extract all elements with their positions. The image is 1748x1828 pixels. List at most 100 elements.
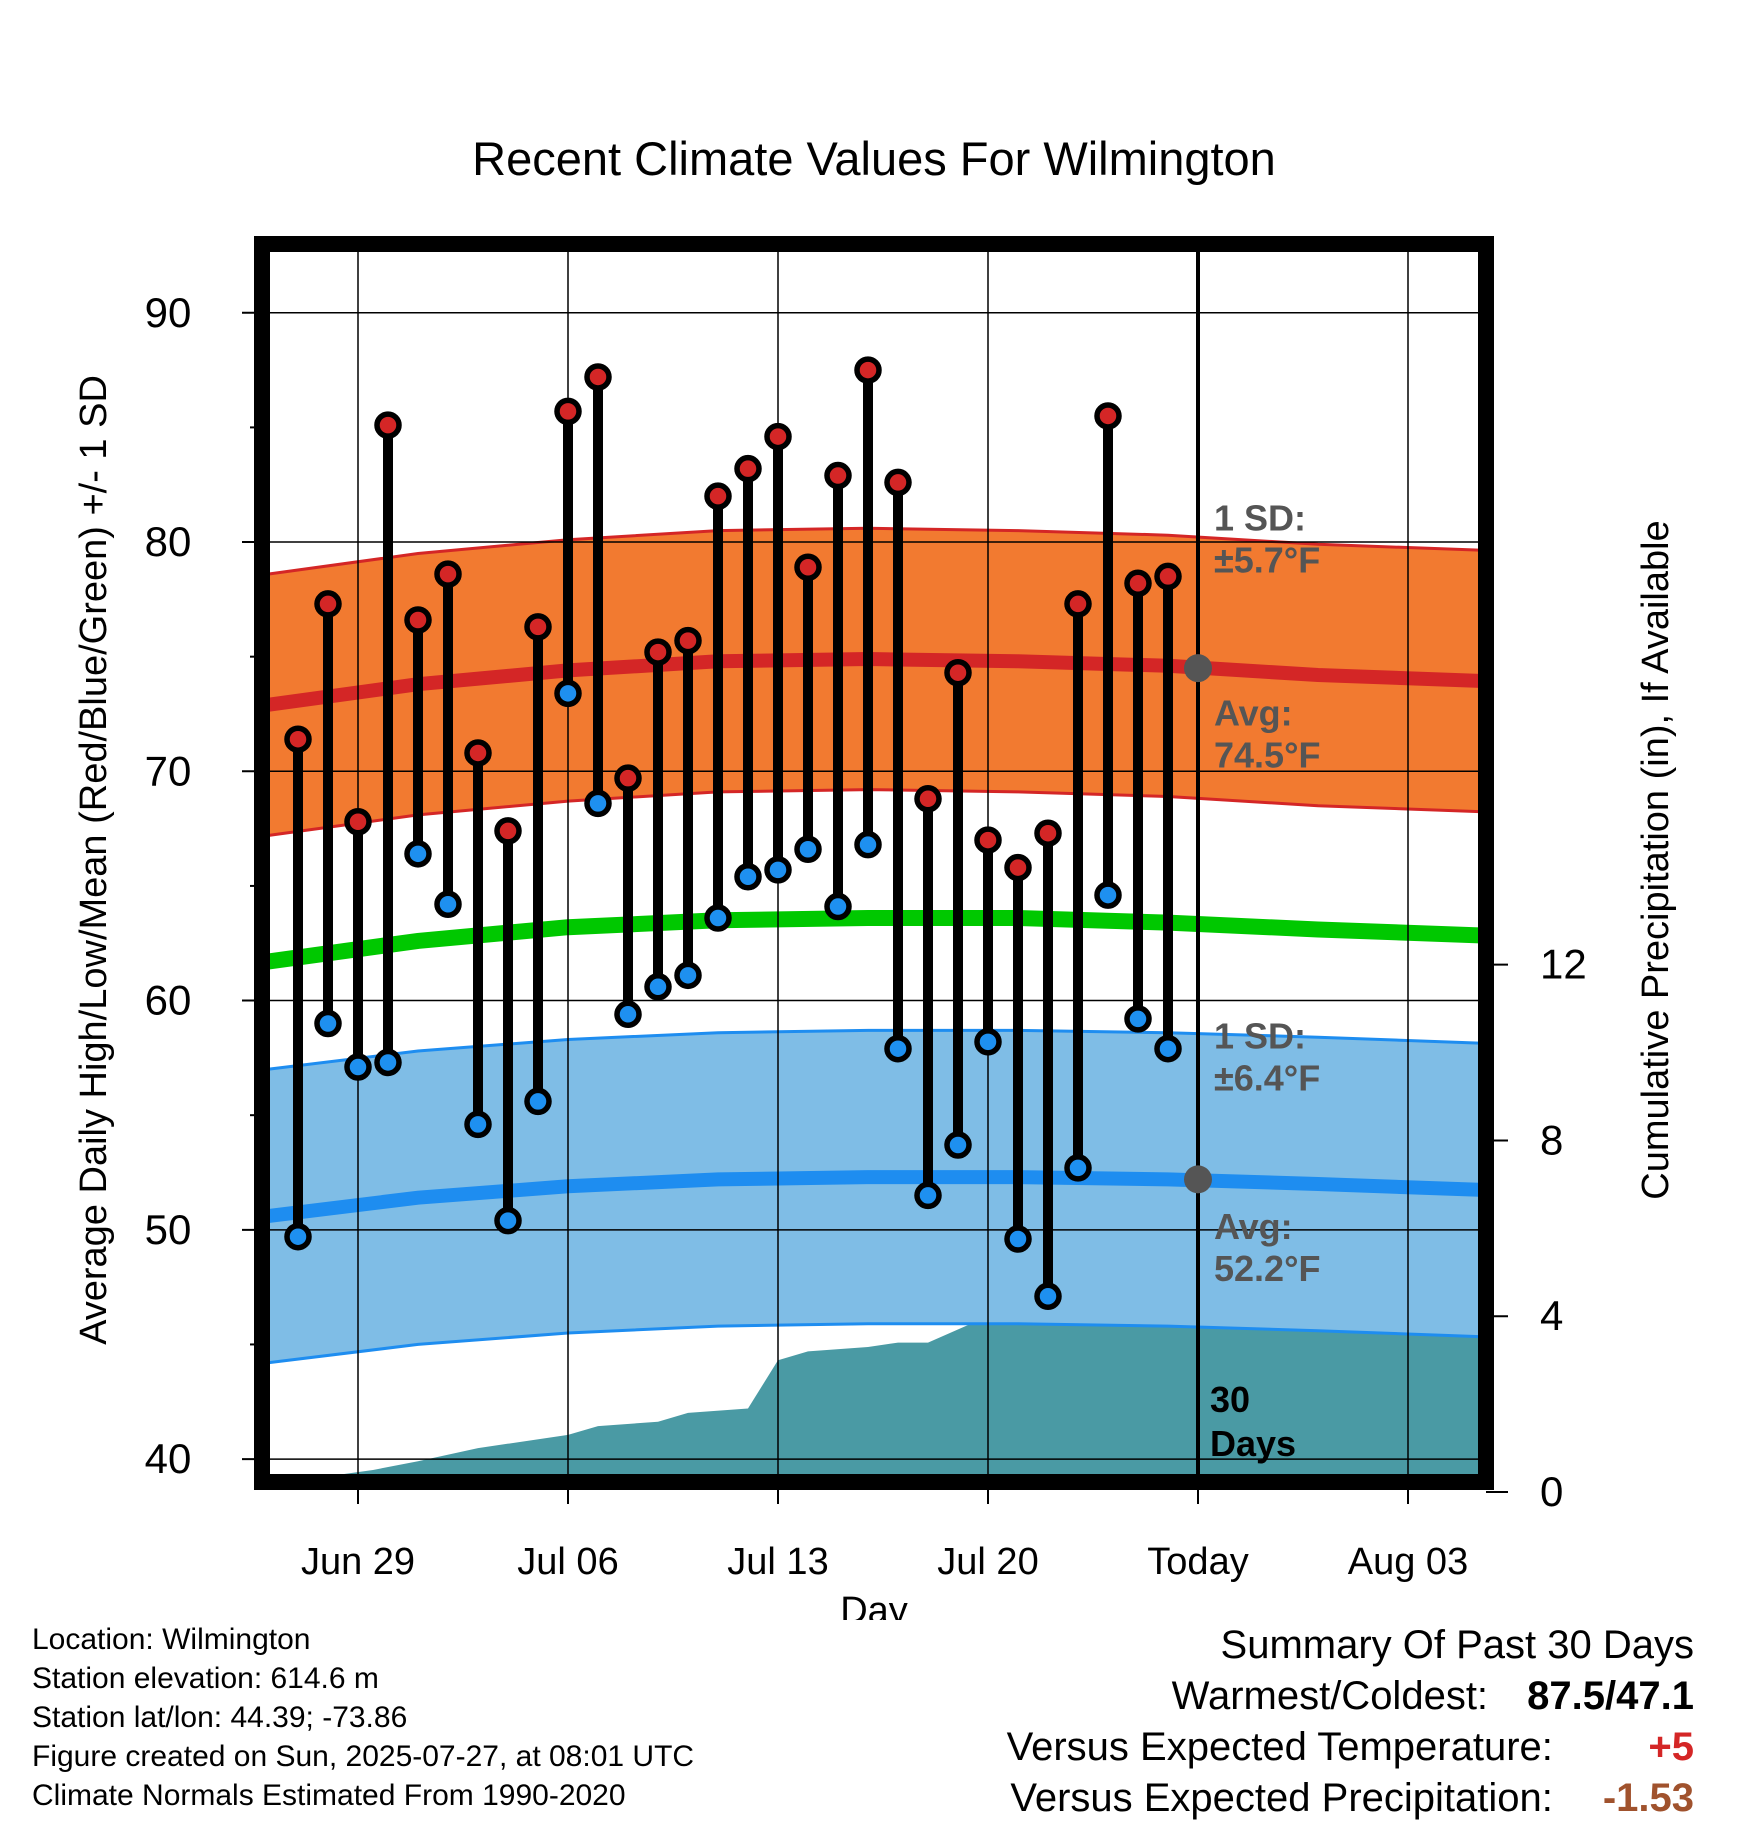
low-sd-upper-line xyxy=(267,1028,1486,1071)
daily-high-point xyxy=(944,658,972,687)
x-axis-label: Day xyxy=(840,1590,908,1620)
low-avg-annotation: 52.2°F xyxy=(1214,1248,1320,1289)
daily-high-point xyxy=(374,411,402,439)
daily-low-point xyxy=(344,1053,372,1081)
daily-low-point xyxy=(674,961,702,990)
daily-low-point xyxy=(1034,1282,1062,1311)
daily-low-point xyxy=(914,1181,942,1210)
warm-cold-label: Warmest/Coldest: xyxy=(1171,1674,1489,1718)
high-sd-annotation: ±5.7°F xyxy=(1214,540,1320,581)
today-low-avg-marker xyxy=(1184,1165,1212,1194)
temp-label: Versus Expected Temperature: xyxy=(1006,1725,1553,1769)
precip-label: Versus Expected Precipitation: xyxy=(1010,1776,1553,1820)
daily-high-point xyxy=(314,590,342,618)
elevation-text: Station elevation: 614.6 m xyxy=(32,1662,379,1695)
daily-low-point xyxy=(794,835,822,863)
daily-high-point xyxy=(764,422,792,451)
summary-panel: Summary Of Past 30 Days Warmest/Coldest:… xyxy=(1007,1620,1694,1824)
high-avg-annotation: Avg: xyxy=(1214,692,1293,733)
y-tick-label: 40 xyxy=(145,1435,192,1482)
daily-low-point xyxy=(464,1110,492,1139)
y2-tick-label: 8 xyxy=(1540,1116,1563,1163)
y2-tick-label: 4 xyxy=(1540,1292,1563,1339)
daily-high-point xyxy=(1034,819,1062,847)
daily-high-point xyxy=(1094,402,1122,430)
chart-title: Recent Climate Values For Wilmington xyxy=(472,132,1276,185)
x-tick-label: Jul 13 xyxy=(727,1541,828,1583)
daily-low-point xyxy=(554,679,582,708)
y-tick-label: 60 xyxy=(145,977,192,1024)
daily-high-point xyxy=(854,356,882,384)
created-text: Figure created on Sun, 2025-07-27, at 08… xyxy=(32,1740,695,1773)
daily-high-point xyxy=(284,725,312,753)
x-tick-label: Jul 06 xyxy=(517,1541,618,1583)
summary-title: Summary Of Past 30 Days xyxy=(1220,1623,1694,1667)
daily-low-point xyxy=(1154,1034,1182,1063)
daily-low-point xyxy=(494,1206,522,1235)
high-avg-annotation: 74.5°F xyxy=(1214,734,1320,775)
daily-low-point xyxy=(284,1222,312,1251)
low-sd-band xyxy=(268,1030,1486,1363)
y2-tick-label: 12 xyxy=(1540,941,1587,988)
daily-high-point xyxy=(794,553,822,582)
y-tick-label: 50 xyxy=(145,1206,192,1253)
daily-low-point xyxy=(884,1034,912,1063)
daily-high-point xyxy=(704,482,732,510)
warm-cold-row: Warmest/Coldest: 87.5/47.1 xyxy=(1007,1671,1694,1722)
normal-mean-line xyxy=(266,910,1486,970)
x-tick-label: Jul 20 xyxy=(937,1541,1038,1583)
high-sd-annotation: 1 SD: xyxy=(1214,498,1306,539)
daily-low-point xyxy=(614,1000,642,1029)
latlon-text: Station lat/lon: 44.39; -73.86 xyxy=(32,1701,408,1734)
y-axis-label: Average Daily High/Low/Mean (Red/Blue/Gr… xyxy=(73,375,115,1345)
y2-tick-label: 0 xyxy=(1540,1468,1563,1515)
low-sd-annotation: 1 SD: xyxy=(1214,1016,1306,1057)
daily-high-point xyxy=(554,397,582,426)
y2-axis-label: Cumulative Precipitation (in), If Availa… xyxy=(1635,520,1677,1199)
warm-cold-value: 87.5/47.1 xyxy=(1527,1674,1694,1718)
daily-low-point xyxy=(1004,1225,1032,1253)
daily-high-point xyxy=(824,461,852,490)
precip-area xyxy=(299,1298,1486,1482)
precip-value: -1.53 xyxy=(1602,1776,1694,1820)
daily-low-point xyxy=(854,830,882,859)
y-tick-label: 70 xyxy=(145,747,192,794)
y-tick-label: 80 xyxy=(145,518,192,565)
daily-high-point xyxy=(344,807,372,836)
today-high-avg-marker xyxy=(1184,654,1212,683)
y-tick-label: 90 xyxy=(145,289,192,336)
daily-high-point xyxy=(644,638,672,666)
daily-high-point xyxy=(734,454,762,483)
daily-low-point xyxy=(824,892,852,921)
x-tick-label: Today xyxy=(1147,1541,1248,1583)
low-avg-annotation: Avg: xyxy=(1214,1206,1293,1247)
daily-high-point xyxy=(494,817,522,845)
location-text: Location: Wilmington xyxy=(32,1623,311,1656)
daily-low-point xyxy=(404,840,432,868)
temp-row: Versus Expected Temperature: +5 xyxy=(1007,1722,1694,1773)
daily-low-point xyxy=(764,856,792,884)
daily-low-point xyxy=(1094,881,1122,909)
daily-low-point xyxy=(374,1048,402,1077)
low-sd-annotation: ±6.4°F xyxy=(1214,1058,1320,1099)
x-tick-label: Aug 03 xyxy=(1348,1541,1468,1583)
daily-low-point xyxy=(524,1087,552,1116)
low-sd-lower-line xyxy=(267,1322,1486,1365)
days-annotation: 30 xyxy=(1210,1379,1250,1420)
daily-high-point xyxy=(974,826,1002,854)
station-info: Location: Wilmington Station elevation: … xyxy=(32,1620,694,1815)
daily-high-point xyxy=(1064,590,1092,618)
x-tick-label: Jun 29 xyxy=(301,1541,415,1583)
precip-row: Versus Expected Precipitation: -1.53 xyxy=(1007,1773,1694,1824)
normals-text: Climate Normals Estimated From 1990-2020 xyxy=(32,1779,626,1812)
daily-low-point xyxy=(1064,1154,1092,1182)
daily-low-point xyxy=(644,973,672,1001)
daily-high-point xyxy=(1124,569,1152,598)
daily-low-point xyxy=(734,863,762,891)
daily-high-point xyxy=(404,606,432,634)
days-annotation: Days xyxy=(1210,1423,1296,1464)
daily-low-point xyxy=(974,1028,1002,1056)
daily-low-point xyxy=(944,1131,972,1159)
